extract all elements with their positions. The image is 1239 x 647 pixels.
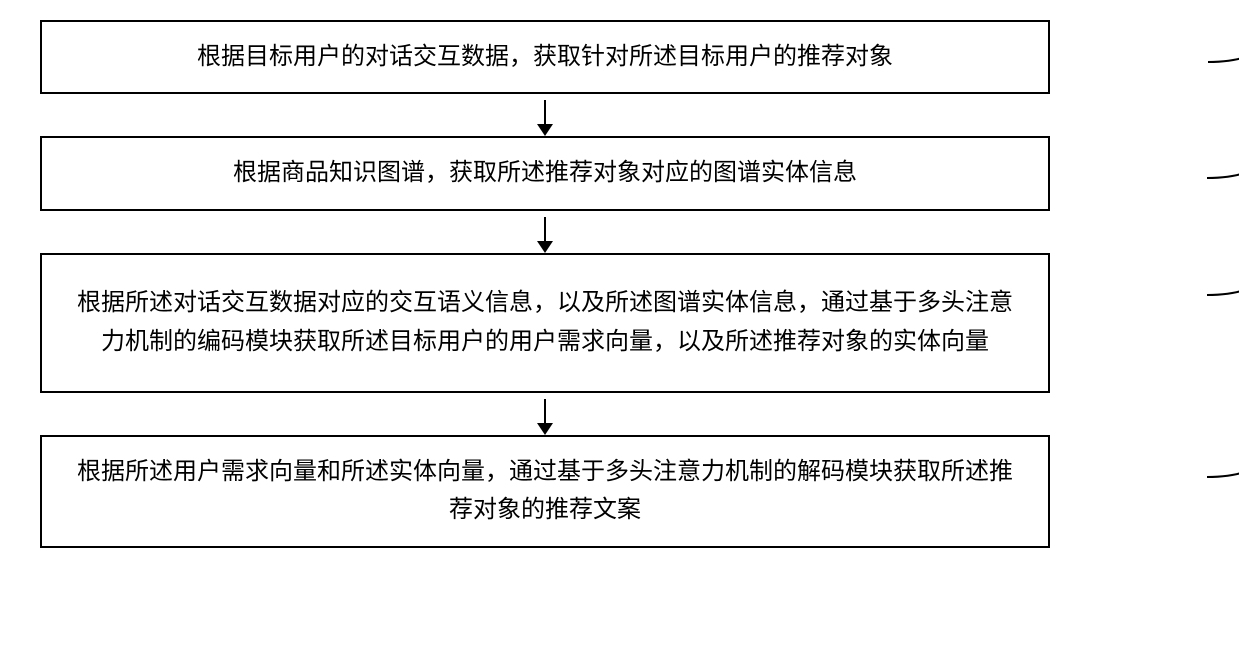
step-label-container-1: 110 (1208, 20, 1239, 65)
flow-arrow-2 (40, 211, 1050, 253)
flow-step-1: 根据目标用户的对话交互数据，获取针对所述目标用户的推荐对象 (40, 20, 1050, 94)
flow-step-3: 根据所述对话交互数据对应的交互语义信息，以及所述图谱实体信息，通过基于多头注意力… (40, 253, 1050, 393)
arrow-head-icon (537, 124, 553, 136)
flow-step-4: 根据所述用户需求向量和所述实体向量，通过基于多头注意力机制的解码模块获取所述推荐… (40, 435, 1050, 548)
connector-curve-icon (1207, 253, 1239, 298)
flow-row-3: 根据所述对话交互数据对应的交互语义信息，以及所述图谱实体信息，通过基于多头注意力… (40, 253, 1200, 393)
connector-curve-icon (1208, 20, 1239, 65)
flow-arrow-3 (40, 393, 1050, 435)
arrow-head-icon (537, 241, 553, 253)
flow-step-2: 根据商品知识图谱，获取所述推荐对象对应的图谱实体信息 (40, 136, 1050, 210)
arrow-head-icon (537, 423, 553, 435)
step-label-container-3: 130 (1207, 253, 1239, 298)
flowchart-container: 根据目标用户的对话交互数据，获取针对所述目标用户的推荐对象 110 根据商品知识… (40, 20, 1200, 548)
flow-step-1-text: 根据目标用户的对话交互数据，获取针对所述目标用户的推荐对象 (197, 38, 893, 76)
flow-row-4: 根据所述用户需求向量和所述实体向量，通过基于多头注意力机制的解码模块获取所述推荐… (40, 435, 1200, 548)
step-label-container-2: 120 (1207, 136, 1239, 181)
flow-step-2-text: 根据商品知识图谱，获取所述推荐对象对应的图谱实体信息 (233, 154, 857, 192)
step-label-container-4: 140 (1207, 435, 1239, 480)
flow-row-2: 根据商品知识图谱，获取所述推荐对象对应的图谱实体信息 120 (40, 136, 1200, 210)
connector-curve-icon (1207, 136, 1239, 181)
flow-row-1: 根据目标用户的对话交互数据，获取针对所述目标用户的推荐对象 110 (40, 20, 1200, 94)
connector-curve-icon (1207, 435, 1239, 480)
flow-step-3-text: 根据所述对话交互数据对应的交互语义信息，以及所述图谱实体信息，通过基于多头注意力… (70, 284, 1020, 361)
flow-arrow-1 (40, 94, 1050, 136)
flow-step-4-text: 根据所述用户需求向量和所述实体向量，通过基于多头注意力机制的解码模块获取所述推荐… (70, 453, 1020, 530)
